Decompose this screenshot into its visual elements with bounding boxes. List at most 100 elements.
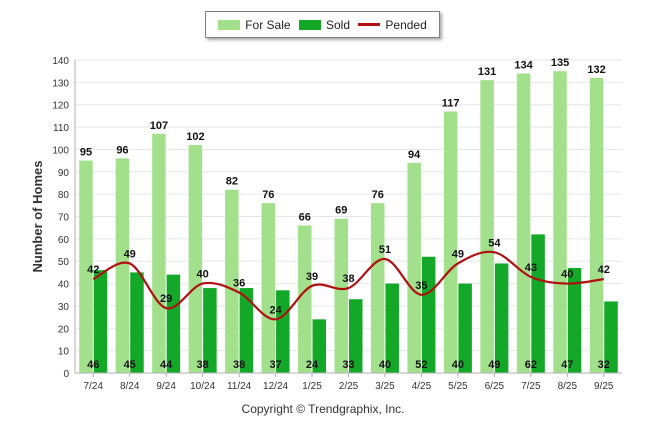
sold-bar [349,299,363,373]
y-tick-label: 50 [58,257,70,268]
for-sale-bar [443,111,458,374]
legend-item-for-sale[interactable]: For Sale [218,17,291,32]
y-tick-label: 70 [58,213,70,224]
sold-bar [421,256,436,373]
for-sale-bar [589,77,604,373]
sold-value-label: 40 [452,359,464,371]
for-sale-value-label: 107 [150,120,168,132]
for-sale-bar [334,218,348,373]
x-tick-label: 9/25 [594,381,614,392]
legend: For Sale Sold Pended [205,11,440,38]
sold-value-label: 52 [415,359,427,371]
sold-value-label: 62 [525,359,537,371]
for-sale-bar [188,144,203,373]
y-tick-label: 120 [52,101,69,112]
pended-line [92,250,604,321]
x-tick-label: 10/24 [190,381,215,392]
pended-value-label: 36 [233,278,245,290]
legend-label-for-sale: For Sale [245,17,291,32]
legend-label-sold: Sold [325,17,350,32]
sold-bar [130,272,144,373]
for-sale-bar [79,160,93,373]
pended-value-label: 40 [197,269,209,281]
for-sale-value-label: 102 [186,131,204,143]
sold-value-label: 44 [160,359,173,371]
for-sale-value-label: 76 [372,189,384,201]
x-tick-label: 12/24 [263,381,288,392]
for-sale-value-label: 135 [551,57,569,69]
x-tick-label: 1/25 [302,381,322,392]
sold-value-label: 32 [598,359,610,371]
x-tick-label: 6/25 [485,381,505,392]
y-tick-label: 130 [52,78,69,89]
y-axis-title: Number of Homes [30,161,45,273]
sold-bar [494,263,509,373]
for-sale-value-label: 96 [116,144,128,156]
for-sale-value-label: 117 [442,97,460,109]
x-tick-label: 3/25 [375,381,395,392]
sold-bar [604,301,618,373]
pended-value-label: 42 [87,264,99,276]
for-sale-value-label: 69 [335,205,347,217]
y-tick-label: 90 [58,168,70,179]
sold-bar [276,290,290,373]
sold-bar [531,234,545,373]
for-sale-bar [480,80,494,373]
for-sale-value-label: 82 [226,176,238,188]
pended-value-label: 38 [342,273,354,285]
sold-value-label: 46 [87,359,99,371]
sold-bar [567,267,582,373]
sold-swatch [298,19,321,30]
for-sale-value-label: 134 [514,59,533,71]
pended-swatch [358,23,381,26]
for-sale-value-label: 132 [587,64,605,76]
pended-value-label: 39 [306,271,318,283]
sold-bar [239,288,254,373]
sold-bar [312,319,327,373]
legend-item-pended[interactable]: Pended [358,18,427,32]
data-labels: 95 46 96 45 107 44 102 38 82 38 76 37 66 24 69 33 76 40 94… [80,57,610,371]
legend-item-sold[interactable]: Sold [298,17,350,32]
x-tick-label: 8/24 [120,381,140,392]
y-tick-label: 80 [58,190,70,201]
sold-bar [166,274,181,373]
x-tick-label: 2/25 [339,381,359,392]
y-tick-label: 20 [58,324,70,335]
gridlines [75,59,622,374]
pended-line-layer [92,250,604,321]
y-tick-label: 40 [58,280,70,291]
x-tick-label: 7/24 [83,381,103,392]
pended-value-label: 24 [269,304,282,316]
for-sale-bar [298,225,312,373]
pended-value-label: 54 [488,237,501,249]
sold-value-label: 49 [488,359,500,371]
x-tick-label: 9/24 [156,381,176,392]
for-sale-value-label: 94 [408,149,421,161]
for-sale-bar [516,73,531,374]
y-tick-label: 0 [63,369,69,380]
for-sale-value-label: 95 [80,147,92,159]
sold-value-label: 37 [269,359,281,371]
sold-bar [93,270,108,373]
y-tick-label: 30 [58,302,70,313]
y-tick-label: 60 [58,235,70,246]
for-sale-swatch [218,19,241,30]
for-sale-value-label: 76 [262,189,274,201]
for-sale-bar [261,203,276,373]
x-tick-label: 5/25 [448,381,468,392]
y-tick-label: 10 [58,347,70,358]
pended-value-label: 42 [598,264,610,276]
sold-value-label: 33 [342,359,354,371]
bars [79,71,618,374]
x-tick-label: 4/25 [412,381,432,392]
for-sale-bar [225,189,239,373]
pended-value-label: 29 [160,293,172,305]
for-sale-value-label: 66 [299,211,311,223]
for-sale-bar [407,162,421,373]
sold-value-label: 40 [379,359,391,371]
for-sale-bar [115,158,130,373]
y-tick-label: 140 [52,56,69,67]
for-sale-bar [370,203,385,373]
pended-value-label: 51 [379,244,391,256]
y-tick-label: 100 [52,145,69,156]
